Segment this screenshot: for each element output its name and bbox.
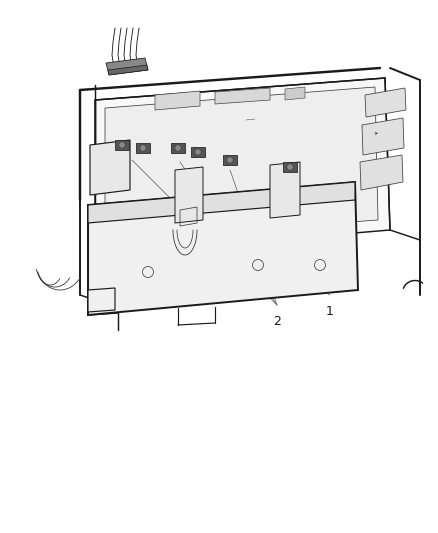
Polygon shape [223, 155, 237, 165]
Polygon shape [106, 58, 148, 75]
Polygon shape [171, 143, 185, 153]
Circle shape [119, 142, 125, 148]
Circle shape [287, 164, 293, 170]
Polygon shape [108, 65, 148, 75]
Circle shape [175, 145, 181, 151]
Polygon shape [283, 162, 297, 172]
Polygon shape [88, 182, 358, 315]
Polygon shape [155, 91, 200, 110]
Polygon shape [88, 288, 115, 312]
Polygon shape [115, 140, 129, 150]
Text: 2: 2 [273, 315, 281, 328]
Polygon shape [136, 143, 150, 153]
Polygon shape [215, 88, 270, 104]
Polygon shape [90, 140, 130, 195]
Polygon shape [95, 78, 390, 255]
Polygon shape [105, 87, 378, 240]
Circle shape [346, 96, 354, 104]
Polygon shape [285, 87, 305, 100]
Polygon shape [88, 182, 355, 223]
Polygon shape [191, 147, 205, 157]
Circle shape [227, 157, 233, 163]
Polygon shape [270, 162, 300, 218]
Polygon shape [360, 155, 403, 190]
Circle shape [140, 145, 146, 151]
Circle shape [195, 149, 201, 155]
Polygon shape [362, 118, 404, 155]
Text: 1: 1 [326, 305, 334, 318]
Polygon shape [365, 88, 406, 117]
Polygon shape [175, 167, 203, 223]
